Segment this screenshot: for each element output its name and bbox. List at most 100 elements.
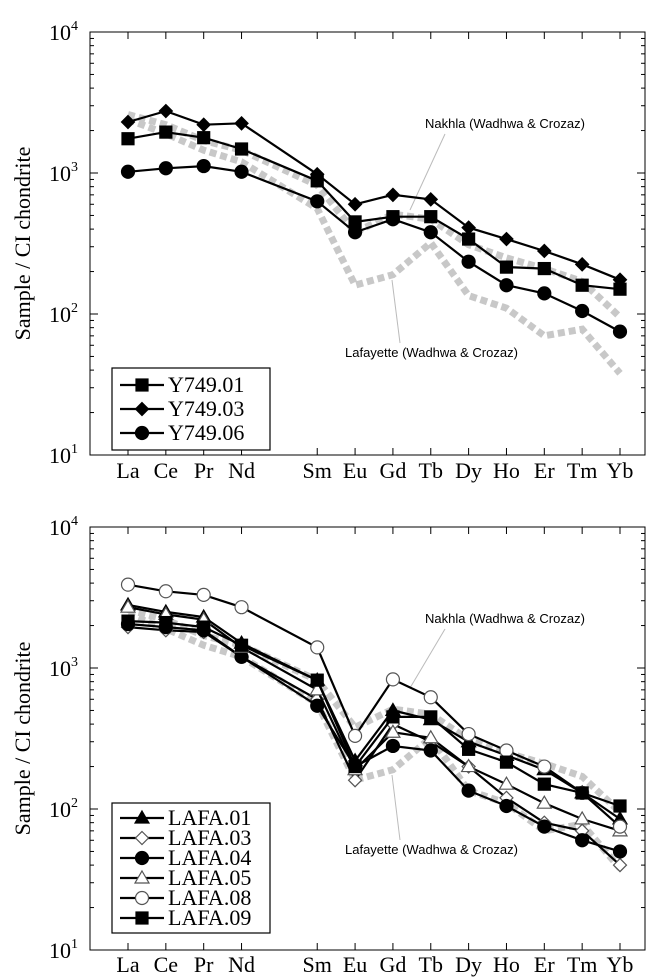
data-point (234, 142, 249, 156)
x-tick-label: Dy (455, 458, 482, 483)
data-point (234, 115, 249, 131)
x-tick-label: Sm (303, 952, 332, 977)
legend: LAFA.01LAFA.03LAFA.04LAFA.05LAFA.08LAFA.… (111, 802, 271, 934)
data-point (423, 225, 438, 240)
data-point (612, 272, 628, 288)
plot-frame (89, 526, 646, 951)
legend-marker (134, 850, 150, 866)
reference-line-lafayette (126, 116, 623, 376)
y-tick-label: 102 (49, 796, 78, 822)
data-point (385, 672, 401, 687)
reference-line-lafayette (126, 611, 623, 871)
data-point (575, 786, 589, 800)
x-tick-label: Ce (154, 952, 178, 977)
legend-label: Y749.01 (168, 372, 244, 397)
x-tick-label: Tm (567, 952, 598, 977)
x-tick-label: Yb (607, 952, 634, 977)
lafayette-pointer (391, 279, 401, 344)
data-point (310, 194, 325, 209)
legend-marker (135, 911, 149, 925)
x-tick-label: Gd (379, 458, 406, 483)
data-point (423, 690, 438, 705)
data-point (159, 125, 173, 139)
lafayette-pointer (391, 774, 401, 841)
data-point (234, 638, 249, 652)
legend-marker (133, 869, 151, 884)
legend-marker (133, 809, 151, 824)
legend-label: LAFA.08 (168, 885, 251, 910)
x-tick-label: Sm (303, 458, 332, 483)
legend-marker (134, 401, 150, 417)
data-point (612, 857, 628, 873)
data-point (536, 243, 552, 259)
series-lafa-05 (119, 598, 629, 837)
data-point (499, 231, 514, 247)
x-tick-label: Dy (455, 952, 482, 977)
data-point (575, 303, 590, 319)
legend-marker (134, 830, 150, 846)
x-tick-label: Eu (343, 458, 367, 483)
legend-label: LAFA.09 (168, 905, 251, 930)
y-axis-label: Sample / CI chondrite (10, 147, 35, 341)
data-point (575, 833, 590, 848)
series-lafa-09 (121, 614, 627, 813)
y-tick-label: 102 (49, 301, 78, 327)
legend-label: Y749.03 (168, 396, 244, 421)
data-point (498, 775, 515, 790)
y-axis-label: Sample / CI chondrite (10, 642, 35, 836)
data-point (197, 131, 211, 145)
x-tick-label: Tb (419, 952, 443, 977)
x-tick-label: La (116, 952, 139, 977)
data-point (234, 600, 249, 615)
y-tick-label: 104 (49, 19, 78, 45)
x-tick-label: Eu (343, 952, 367, 977)
x-tick-label: Tm (567, 458, 598, 483)
data-point (158, 584, 173, 599)
y-tick-label: 101 (49, 937, 78, 963)
series-y749-01 (121, 125, 627, 296)
legend-box (111, 802, 271, 934)
data-point (120, 164, 136, 179)
data-point (159, 615, 173, 630)
legend-label: LAFA.01 (168, 805, 251, 830)
nakhla-label: Nakhla (Wadhwa & Crozaz) (425, 116, 585, 131)
data-point (384, 724, 401, 738)
x-tick-label: Yb (607, 458, 634, 483)
data-point (158, 103, 174, 119)
data-point (499, 798, 514, 814)
data-point (461, 254, 476, 269)
data-point (461, 726, 476, 742)
data-point (536, 794, 553, 809)
x-tick-label: Gd (379, 952, 406, 977)
data-point (461, 220, 476, 235)
x-tick-label: Nd (228, 458, 255, 483)
data-point (612, 819, 628, 834)
data-point (158, 161, 173, 176)
panel-bottom: 101 102 103 104 Sample / CI chondrite La Ce Pr N… (10, 514, 646, 977)
lafayette-label: Lafayette (Wadhwa & Crozaz) (345, 345, 518, 360)
data-point (347, 772, 363, 788)
data-point (234, 164, 249, 179)
legend-label: Y749.06 (168, 420, 244, 445)
data-point (422, 729, 439, 744)
data-point (537, 777, 551, 791)
data-point (537, 261, 551, 276)
data-point (120, 577, 136, 592)
data-point (612, 324, 628, 339)
data-point (537, 286, 552, 301)
data-point (575, 278, 589, 292)
data-point (424, 710, 438, 724)
data-point (462, 742, 476, 756)
legend-label: LAFA.04 (168, 845, 251, 870)
data-point (424, 210, 438, 224)
y-tick-label: 103 (49, 160, 78, 186)
data-point (347, 196, 363, 212)
data-point (385, 212, 401, 227)
data-point (613, 799, 627, 813)
x-tick-label: Pr (194, 458, 214, 483)
x-tick-label: Tb (419, 458, 443, 483)
data-point (120, 114, 136, 130)
data-point (423, 192, 439, 207)
